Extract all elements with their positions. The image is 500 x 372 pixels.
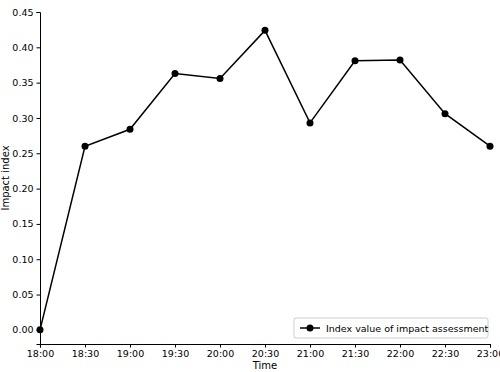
x-tick: 19:00 (117, 344, 144, 359)
x-tick-mark (310, 344, 311, 348)
plot: 0.00 0.05 0.10 0.15 0.20 0.25 0.30 0.35 0.40 0.45… (12, 7, 500, 360)
x-tick-label: 19:00 (117, 348, 144, 359)
x-tick-mark (220, 344, 221, 348)
x-tick-mark (355, 344, 356, 348)
y-tick-label: 0.40 (12, 42, 33, 53)
x-tick-label: 23:00 (477, 348, 500, 359)
marker (307, 119, 314, 126)
x-axis: 18:00 18:30 19:00 19:30 20:00 20:30 21:00 21:30… (27, 344, 500, 359)
y-tick: 0.05 (12, 289, 40, 300)
y-tick-mark (37, 153, 41, 154)
legend-frame (294, 318, 488, 338)
marker (37, 326, 44, 333)
y-tick-mark (37, 189, 41, 190)
chart: 0.00 0.05 0.10 0.15 0.20 0.25 0.30 0.35 0.40 0.45… (0, 0, 500, 372)
x-tick-label: 18:30 (72, 348, 99, 359)
x-tick-mark (85, 344, 86, 348)
marker (127, 126, 134, 133)
y-tick-label: 0.45 (12, 7, 33, 18)
x-tick: 19:30 (162, 344, 189, 359)
x-tick: 18:00 (27, 344, 54, 359)
x-tick: 22:00 (387, 344, 414, 359)
y-axis: 0.00 0.05 0.10 0.15 0.20 0.25 0.30 0.35 0.40 0.45 (12, 7, 40, 345)
x-tick-mark (175, 344, 176, 348)
y-tick: 0.10 (12, 254, 40, 265)
y-tick: 0.25 (12, 148, 40, 159)
x-tick: 21:30 (342, 344, 369, 359)
x-tick-mark (490, 344, 491, 348)
x-axis-line (41, 345, 491, 348)
x-tick-label: 20:00 (207, 348, 234, 359)
y-tick: 0.45 (12, 7, 40, 18)
y-axis-title: Impact index (0, 145, 11, 210)
y-tick: 0.00 (12, 324, 40, 335)
x-tick-mark (130, 344, 131, 348)
x-tick-mark (265, 344, 266, 348)
x-tick-label: 19:30 (162, 348, 189, 359)
legend-label: Index value of impact assessment (326, 323, 489, 334)
y-tick-label: 0.05 (12, 289, 33, 300)
x-tick-mark (400, 344, 401, 348)
x-tick-label: 22:30 (432, 348, 459, 359)
x-tick-label: 18:00 (27, 348, 54, 359)
y-axis-line (37, 13, 41, 345)
x-tick: 22:30 (432, 344, 459, 359)
marker (217, 75, 224, 82)
y-tick: 0.30 (12, 112, 40, 123)
marker (442, 110, 449, 117)
y-tick: 0.40 (12, 42, 40, 53)
marker (82, 143, 89, 150)
marker (352, 57, 359, 64)
x-tick: 20:00 (207, 344, 234, 359)
y-tick-label: 0.30 (12, 112, 33, 123)
marks (37, 27, 494, 334)
legend-marker (307, 325, 314, 332)
x-tick: 23:00 (477, 344, 500, 359)
y-tick-label: 0.25 (12, 148, 33, 159)
x-tick: 21:00 (297, 344, 324, 359)
x-tick-mark (445, 344, 446, 348)
y-tick-mark (37, 295, 41, 296)
line (40, 30, 490, 330)
y-tick-label: 0.00 (12, 324, 33, 335)
y-tick-mark (37, 12, 41, 13)
y-tick-label: 0.10 (12, 254, 33, 265)
x-tick-label: 22:00 (387, 348, 414, 359)
x-tick-label: 21:30 (342, 348, 369, 359)
y-tick: 0.15 (12, 218, 40, 229)
y-tick: 0.35 (12, 77, 40, 88)
y-tick-mark (37, 118, 41, 119)
y-tick-label: 0.20 (12, 183, 33, 194)
y-tick-label: 0.35 (12, 77, 33, 88)
x-tick: 18:30 (72, 344, 99, 359)
legend: Index value of impact assessment (294, 318, 489, 338)
marker (487, 143, 494, 150)
x-axis-title: Time (252, 360, 277, 371)
x-tick-mark (40, 344, 41, 348)
y-tick: 0.20 (12, 183, 40, 194)
x-tick-label: 21:00 (297, 348, 324, 359)
y-tick-mark (37, 259, 41, 260)
marker (172, 70, 179, 77)
x-tick: 20:30 (252, 344, 279, 359)
marker (397, 57, 404, 64)
y-tick-label: 0.15 (12, 218, 33, 229)
y-tick-mark (37, 83, 41, 84)
x-tick-label: 20:30 (252, 348, 279, 359)
marker (262, 27, 269, 34)
y-tick-mark (37, 47, 41, 48)
y-tick-mark (37, 224, 41, 225)
